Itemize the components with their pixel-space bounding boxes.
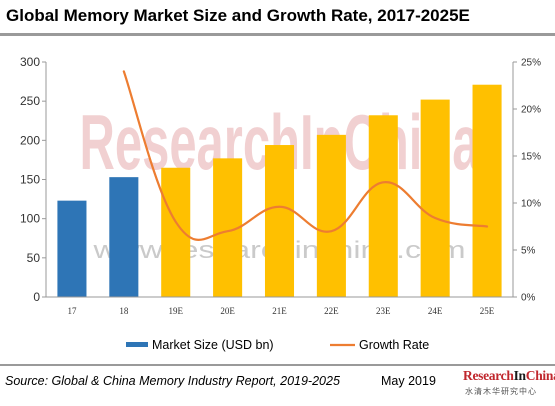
right-tick-label: 5% [521,246,536,257]
axes-layer: 0 50 100 150 200 250 300 0% 5% 10% 15% 20% 25% 17 18 19… [20,55,541,316]
bar-19E [161,167,191,297]
chart-svg: ResearchInChinawww.researchinchina.com 0… [20,55,541,352]
x-tick-label: 19E [168,306,183,316]
left-tick-label: 150 [20,173,40,187]
bar-18 [109,177,139,297]
bar-25E [472,84,502,297]
brand-part-research: Research [463,368,514,383]
bar-24E [420,99,450,297]
growth-line-layer [122,70,489,241]
legend-label-growth-rate: Growth Rate [359,338,429,352]
title-divider [0,33,555,36]
bar-22E [316,134,346,297]
report-date: May 2019 [381,374,436,388]
left-tick-label: 200 [20,133,40,147]
x-tick-label: 17 [67,306,77,316]
growth-rate-line [122,70,489,241]
x-tick-label: 25E [480,306,495,316]
x-tick-label: 18 [119,306,129,316]
left-tick-label: 100 [20,212,40,226]
x-tick-label: 21E [272,306,287,316]
left-tick-label: 250 [20,94,40,108]
left-tick-label: 50 [27,251,41,265]
x-tick-label: 22E [324,306,339,316]
bar-17 [57,200,87,297]
left-tick-label: 300 [20,55,40,69]
right-tick-label: 15% [521,152,541,163]
brand-part-in: In [513,368,526,383]
chart-title: Global Memory Market Size and Growth Rat… [6,6,470,25]
left-tick-label: 0 [33,290,40,304]
brand-wordmark: ResearchInChina [463,368,555,384]
right-tick-label: 10% [521,199,541,210]
bars-layer [57,84,502,298]
x-tick-label: 20E [220,306,235,316]
x-tick-label: 23E [376,306,391,316]
brand-logo: ResearchInChina 水清木华研究中心 [463,368,555,402]
right-tick-label: 20% [521,105,541,116]
brand-part-china: China [525,368,555,383]
right-tick-label: 25% [521,58,541,69]
legend: Market Size (USD bn) Growth Rate [126,338,429,352]
brand-tagline: 水清木华研究中心 [465,387,537,396]
bar-23E [368,115,398,298]
x-tick-label: 24E [428,306,443,316]
right-tick-label: 0% [521,293,536,304]
legend-label-market-size: Market Size (USD bn) [152,338,274,352]
bar-21E [264,145,295,297]
footer-divider [0,364,555,366]
source-note: Source: Global & China Memory Industry R… [5,374,340,388]
legend-swatch-market-size [126,342,148,347]
